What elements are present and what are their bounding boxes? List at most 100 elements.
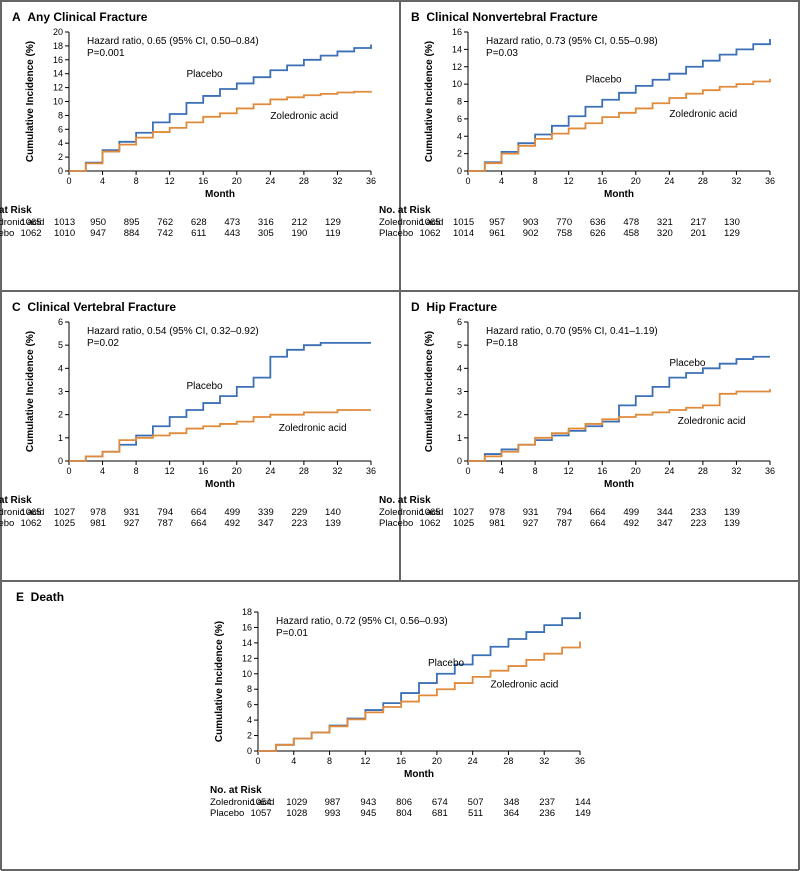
chart-b: 048121620242832360246810121416MonthCumul…	[420, 26, 780, 201]
svg-text:8: 8	[532, 176, 537, 186]
risk-cell: 628	[182, 217, 216, 228]
svg-text:16: 16	[52, 55, 62, 65]
svg-text:28: 28	[298, 176, 308, 186]
placebo-label: Placebo	[428, 658, 465, 669]
risk-cell: 139	[715, 507, 749, 518]
risk-cell: 1025	[48, 518, 82, 529]
risk-cell: 931	[514, 507, 548, 518]
risk-cell: 1054	[243, 797, 279, 808]
risk-cell: 993	[315, 808, 351, 819]
svg-text:Month: Month	[205, 479, 235, 490]
risk-cell: 947	[81, 228, 115, 239]
svg-text:0: 0	[255, 756, 260, 766]
risk-cell: 499	[615, 507, 649, 518]
svg-text:5: 5	[57, 340, 62, 350]
risk-title: No. at Risk	[0, 495, 340, 506]
svg-text:10: 10	[52, 97, 62, 107]
svg-text:0: 0	[456, 456, 461, 466]
svg-text:16: 16	[242, 622, 252, 632]
svg-text:8: 8	[247, 684, 252, 694]
hazard-ratio-text: Hazard ratio, 0.70 (95% CI, 0.41–1.19)	[486, 326, 658, 337]
risk-cell: 1015	[447, 217, 481, 228]
svg-text:Month: Month	[604, 479, 634, 490]
svg-text:8: 8	[532, 466, 537, 476]
risk-cell: 945	[350, 808, 386, 819]
svg-text:20: 20	[52, 27, 62, 37]
p-value-text: P=0.001	[87, 48, 125, 59]
svg-text:28: 28	[697, 176, 707, 186]
svg-text:14: 14	[242, 638, 252, 648]
risk-cell: 927	[115, 518, 149, 529]
risk-cell: 236	[529, 808, 565, 819]
svg-text:8: 8	[133, 466, 138, 476]
svg-text:12: 12	[451, 62, 461, 72]
risk-cell: 664	[581, 507, 615, 518]
svg-text:Cumulative Incidence (%): Cumulative Incidence (%)	[424, 41, 435, 162]
risk-title: No. at Risk	[0, 205, 340, 216]
risk-cell: 884	[115, 228, 149, 239]
svg-text:16: 16	[597, 176, 607, 186]
svg-text:1: 1	[57, 433, 62, 443]
panel-a: A Any Clinical Fracture04812162024283236…	[1, 1, 400, 291]
risk-cell: 804	[386, 808, 422, 819]
risk-cell: 895	[115, 217, 149, 228]
svg-text:20: 20	[630, 176, 640, 186]
risk-cell: 902	[514, 228, 548, 239]
panel-title: E Death	[16, 590, 64, 604]
risk-cell: 742	[148, 228, 182, 239]
risk-cell: 664	[182, 507, 216, 518]
panel-e: E Death04812162024283236024681012141618M…	[1, 581, 799, 871]
risk-title: No. at Risk	[379, 205, 739, 216]
risk-cell: 149	[565, 808, 601, 819]
svg-text:Cumulative Incidence (%): Cumulative Incidence (%)	[25, 331, 36, 452]
risk-cell: 626	[581, 228, 615, 239]
risk-cell: 130	[715, 217, 749, 228]
svg-text:4: 4	[456, 131, 461, 141]
risk-cell: 1065	[14, 217, 48, 228]
svg-text:24: 24	[265, 466, 275, 476]
svg-text:0: 0	[465, 466, 470, 476]
svg-text:6: 6	[456, 317, 461, 327]
risk-title: No. at Risk	[210, 785, 590, 796]
zoledronic-label: Zoledronic acid	[677, 416, 745, 427]
risk-table: No. at RiskZoledronic acid10651027978931…	[379, 495, 739, 529]
svg-text:2: 2	[57, 152, 62, 162]
risk-cell: 347	[648, 518, 682, 529]
svg-text:4: 4	[456, 363, 461, 373]
p-value-text: P=0.03	[486, 48, 518, 59]
svg-text:4: 4	[57, 138, 62, 148]
hazard-ratio-text: Hazard ratio, 0.54 (95% CI, 0.32–0.92)	[87, 326, 259, 337]
panel-title: D Hip Fracture	[411, 300, 788, 314]
risk-cell: 787	[547, 518, 581, 529]
svg-text:8: 8	[327, 756, 332, 766]
risk-cell: 987	[315, 797, 351, 808]
placebo-label: Placebo	[669, 358, 706, 369]
risk-cell: 511	[458, 808, 494, 819]
panel-title: A Any Clinical Fracture	[12, 10, 389, 24]
risk-cell: 344	[648, 507, 682, 518]
svg-text:36: 36	[764, 176, 774, 186]
svg-text:36: 36	[365, 176, 375, 186]
zoledronic-line	[69, 410, 371, 461]
risk-cell: 458	[615, 228, 649, 239]
svg-text:Cumulative Incidence (%): Cumulative Incidence (%)	[424, 331, 435, 452]
svg-text:2: 2	[456, 149, 461, 159]
risk-cell: 492	[216, 518, 250, 529]
risk-title: No. at Risk	[379, 495, 739, 506]
svg-text:12: 12	[164, 466, 174, 476]
svg-text:24: 24	[664, 466, 674, 476]
zoledronic-line	[258, 641, 580, 751]
hazard-ratio-text: Hazard ratio, 0.72 (95% CI, 0.56–0.93)	[276, 616, 448, 627]
svg-text:Month: Month	[205, 189, 235, 200]
placebo-line	[69, 343, 371, 461]
risk-cell: 770	[547, 217, 581, 228]
svg-text:0: 0	[57, 456, 62, 466]
svg-text:16: 16	[451, 27, 461, 37]
risk-cell: 978	[480, 507, 514, 518]
svg-text:16: 16	[396, 756, 406, 766]
svg-text:0: 0	[57, 166, 62, 176]
risk-cell: 681	[422, 808, 458, 819]
risk-cell: 507	[458, 797, 494, 808]
svg-text:4: 4	[291, 756, 296, 766]
risk-cell: 233	[682, 507, 716, 518]
